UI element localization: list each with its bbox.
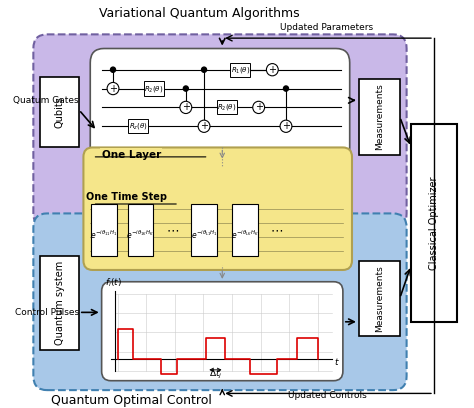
FancyBboxPatch shape — [90, 49, 350, 162]
Text: $e^{-i\theta_{L1}H_1}$: $e^{-i\theta_{L1}H_1}$ — [191, 228, 218, 241]
FancyBboxPatch shape — [33, 34, 407, 228]
Text: Classical Optimizer: Classical Optimizer — [429, 176, 439, 270]
FancyBboxPatch shape — [33, 213, 407, 390]
Bar — [230, 63, 250, 77]
Text: Quantum system: Quantum system — [55, 261, 64, 345]
Text: $e^{-i\theta_{1K}H_K}$: $e^{-i\theta_{1K}H_K}$ — [126, 228, 155, 241]
Text: $f_i(t)$: $f_i(t)$ — [105, 276, 121, 289]
Text: $t$: $t$ — [334, 356, 339, 367]
Bar — [359, 261, 400, 336]
Text: $\Delta t_j$: $\Delta t_j$ — [209, 368, 222, 381]
Circle shape — [107, 82, 119, 95]
Bar — [91, 204, 117, 256]
Text: Control Pulses: Control Pulses — [15, 308, 79, 317]
Text: One Time Step: One Time Step — [86, 192, 167, 202]
Text: +: + — [255, 102, 263, 113]
Circle shape — [110, 67, 116, 72]
Bar — [191, 204, 217, 256]
Circle shape — [183, 86, 188, 91]
Bar — [359, 79, 400, 155]
Bar — [232, 204, 258, 256]
Circle shape — [180, 101, 192, 113]
FancyBboxPatch shape — [101, 282, 343, 381]
Text: Quatum Gates: Quatum Gates — [13, 96, 79, 105]
Text: $R_2(\theta)$: $R_2(\theta)$ — [217, 102, 237, 113]
Text: Quantum Optimal Control: Quantum Optimal Control — [51, 394, 212, 407]
Text: +: + — [268, 65, 276, 75]
Text: Updated Controls: Updated Controls — [288, 390, 366, 399]
FancyBboxPatch shape — [83, 147, 352, 270]
Circle shape — [201, 67, 207, 72]
Text: $R_1(\theta)$: $R_1(\theta)$ — [231, 65, 250, 75]
Text: $\cdots$: $\cdots$ — [165, 224, 179, 236]
Text: +: + — [200, 121, 208, 131]
Circle shape — [266, 64, 278, 76]
Circle shape — [253, 101, 264, 113]
Text: Qubits: Qubits — [55, 96, 64, 128]
Circle shape — [280, 120, 292, 132]
Text: +: + — [182, 102, 190, 113]
Text: One Layer: One Layer — [101, 149, 161, 160]
Text: Measurements: Measurements — [375, 265, 384, 332]
Text: $e^{-i\theta_{LK}H_K}$: $e^{-i\theta_{LK}H_K}$ — [231, 228, 259, 241]
Bar — [217, 100, 237, 115]
Text: Variational Quantum Algorithms: Variational Quantum Algorithms — [99, 7, 300, 20]
Text: +: + — [282, 121, 290, 131]
Bar — [411, 124, 456, 322]
Text: $R_2(\theta)$: $R_2(\theta)$ — [144, 84, 164, 93]
Text: $R_z(\theta)$: $R_z(\theta)$ — [128, 121, 147, 131]
Bar — [40, 77, 79, 147]
Text: $e^{-i\theta_{11}H_1}$: $e^{-i\theta_{11}H_1}$ — [90, 228, 118, 241]
Circle shape — [283, 86, 289, 91]
Bar — [128, 204, 153, 256]
Text: Measurements: Measurements — [375, 84, 384, 150]
Text: +: + — [109, 84, 117, 93]
Text: $\cdots$: $\cdots$ — [270, 224, 283, 236]
Circle shape — [198, 120, 210, 132]
Bar — [40, 256, 79, 350]
Bar — [128, 119, 148, 133]
Bar — [144, 82, 164, 95]
Text: Updated Parameters: Updated Parameters — [281, 23, 374, 32]
